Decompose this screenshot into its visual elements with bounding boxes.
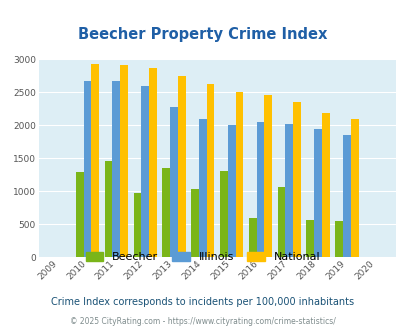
Bar xyxy=(350,119,358,257)
Bar xyxy=(321,113,329,257)
Bar xyxy=(277,187,285,257)
Bar xyxy=(306,220,313,257)
Bar xyxy=(104,161,112,257)
Bar xyxy=(191,189,198,257)
Text: © 2025 CityRating.com - https://www.cityrating.com/crime-statistics/: © 2025 CityRating.com - https://www.city… xyxy=(70,317,335,326)
Bar xyxy=(248,218,256,257)
Bar xyxy=(235,92,243,257)
Bar xyxy=(83,81,91,257)
Bar xyxy=(227,125,235,257)
Bar xyxy=(133,193,141,257)
Bar xyxy=(206,84,214,257)
Text: Beecher Property Crime Index: Beecher Property Crime Index xyxy=(78,27,327,42)
Bar xyxy=(112,81,120,257)
Bar xyxy=(198,119,206,257)
Bar xyxy=(120,65,128,257)
Bar xyxy=(342,135,350,257)
Bar xyxy=(335,221,342,257)
Bar xyxy=(313,129,321,257)
Bar xyxy=(76,172,83,257)
Text: Crime Index corresponds to incidents per 100,000 inhabitants: Crime Index corresponds to incidents per… xyxy=(51,297,354,307)
Bar xyxy=(149,68,156,257)
Legend: Beecher, Illinois, National: Beecher, Illinois, National xyxy=(81,248,324,267)
Bar xyxy=(177,76,185,257)
Bar xyxy=(256,122,264,257)
Bar xyxy=(220,171,227,257)
Bar xyxy=(292,102,300,257)
Bar xyxy=(264,95,271,257)
Bar xyxy=(141,86,149,257)
Bar xyxy=(170,107,177,257)
Bar xyxy=(91,64,99,257)
Bar xyxy=(162,168,170,257)
Bar xyxy=(285,124,292,257)
